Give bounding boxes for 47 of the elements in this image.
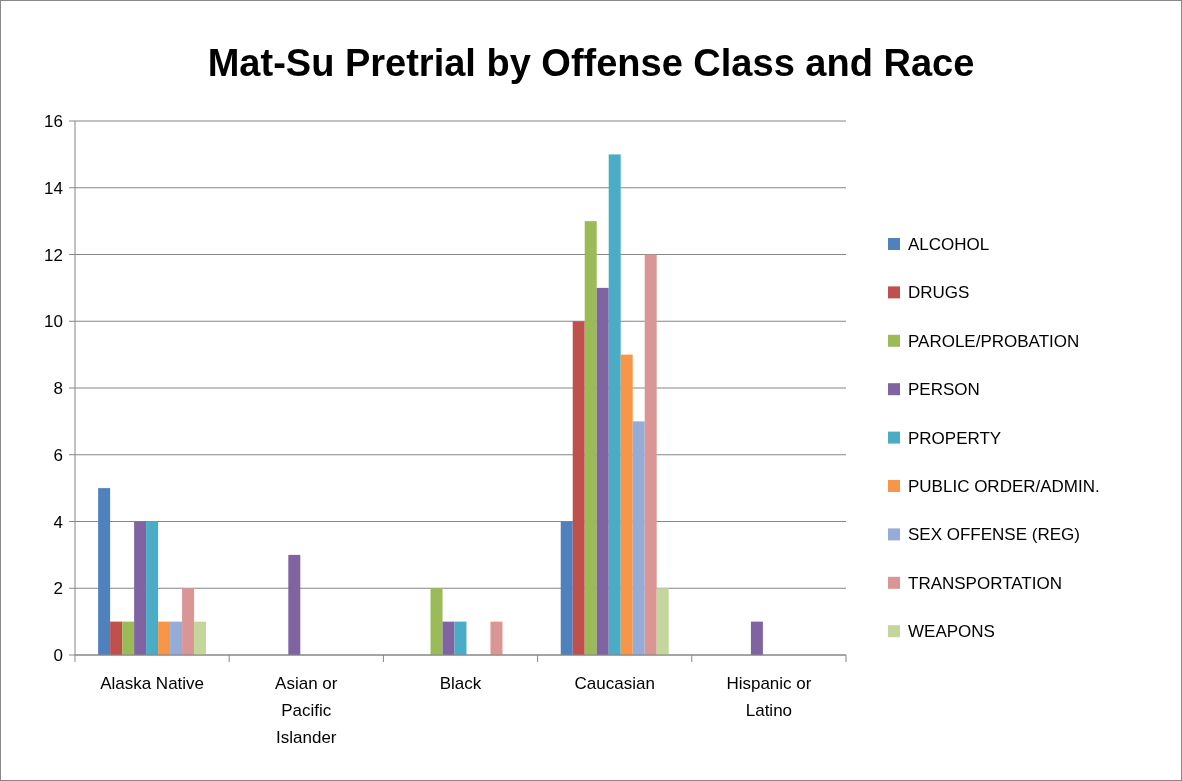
bar [584, 221, 597, 655]
bar [182, 588, 195, 655]
bar [288, 554, 301, 655]
bar [98, 488, 111, 655]
bar [620, 354, 633, 655]
y-tick-label: 0 [53, 646, 63, 665]
bar [572, 321, 585, 655]
bar [656, 588, 669, 655]
legend-label: PERSON [908, 380, 980, 400]
bar [442, 621, 455, 655]
y-tick-label: 2 [53, 579, 63, 599]
bar [560, 521, 573, 655]
legend-label: DRUGS [908, 283, 970, 303]
y-tick-label: 10 [44, 312, 63, 332]
y-tick-label: 16 [44, 112, 63, 131]
legend-label: TRANSPORTATION [908, 573, 1062, 593]
chart-title: Mat-Su Pretrial by Offense Class and Race [207, 42, 975, 84]
y-tick-label: 14 [44, 178, 63, 198]
bar [134, 521, 147, 655]
bar [122, 621, 135, 655]
bar [110, 621, 123, 655]
x-tick-label: Hispanic or Latino [726, 674, 812, 720]
x-tick-label: Asian or Pacific Islander [275, 674, 338, 747]
bar [490, 621, 503, 655]
y-tick-label: 4 [53, 512, 63, 532]
bar [644, 254, 657, 655]
bar [170, 621, 183, 655]
legend-label: SEX OFFENSE (REG) [908, 525, 1080, 545]
bar [608, 154, 621, 655]
y-tick-label: 12 [44, 245, 63, 265]
legend-label: PUBLIC ORDER/ADMIN. [908, 477, 1100, 496]
x-tick-label: Black [439, 674, 482, 693]
legend-label: PROPERTY [908, 428, 1002, 448]
bar [750, 621, 763, 655]
legend-label: WEAPONS [908, 622, 995, 642]
x-tick-label: Alaska Native [100, 674, 205, 693]
legend-label: ALCOHOL [908, 235, 990, 254]
y-tick-label: 8 [53, 379, 63, 398]
bar [430, 588, 443, 655]
y-tick-label: 6 [53, 445, 63, 465]
bar [632, 421, 645, 655]
bar [596, 287, 609, 655]
legend-label: PAROLE/PROBATION [908, 331, 1080, 351]
bar [146, 521, 159, 655]
x-tick-label: Caucasian [574, 674, 655, 693]
bar [158, 621, 171, 655]
bar [194, 621, 207, 655]
